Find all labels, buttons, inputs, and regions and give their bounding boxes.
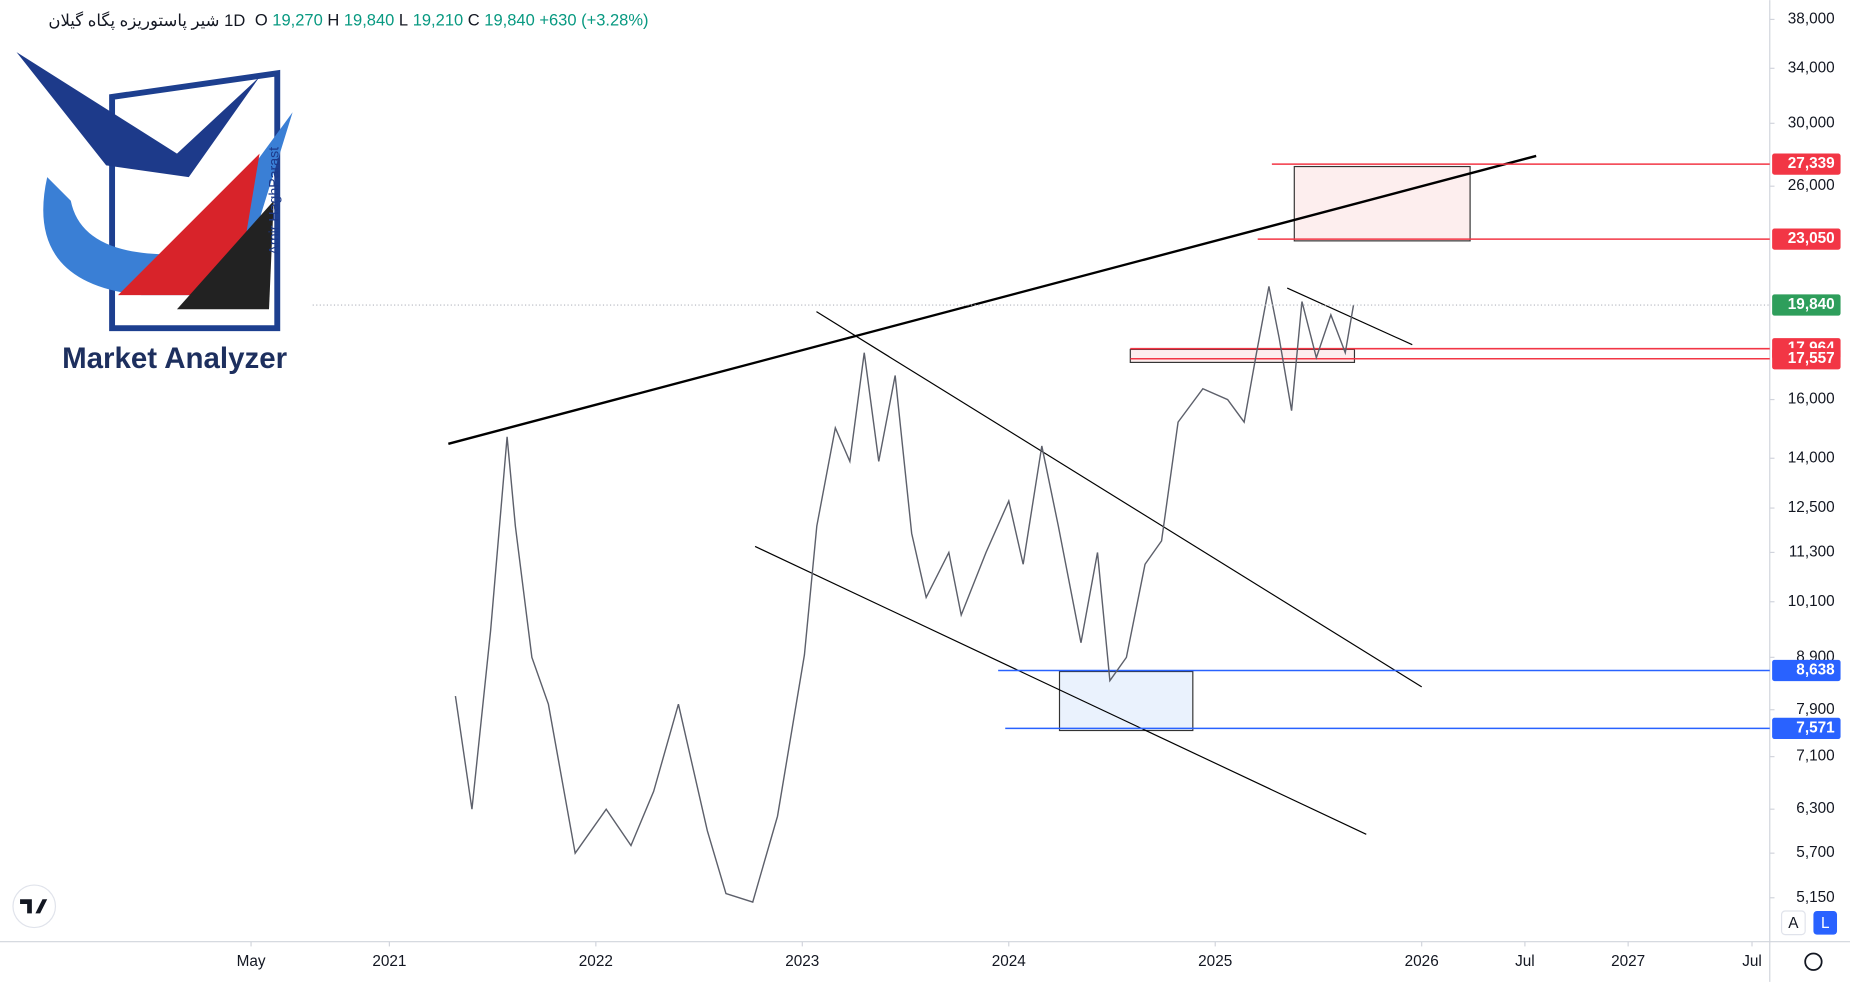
x-tick-label: 2022 — [579, 953, 613, 970]
trend-line — [1286, 287, 1413, 346]
trend-line — [816, 311, 1423, 688]
last-price-box — [1772, 294, 1841, 316]
auto-button-label[interactable]: A — [1788, 915, 1799, 932]
x-tick-label: 2021 — [372, 953, 406, 970]
level-label: 27,339 — [1788, 155, 1835, 172]
logo-author: Amir HaghParast — [266, 147, 282, 255]
y-tick-label: 7,900 — [1796, 701, 1834, 718]
x-tick-label: 2027 — [1611, 953, 1645, 970]
logo-title: Market Analyzer — [62, 342, 288, 375]
y-tick-label: 5,150 — [1796, 889, 1834, 906]
y-tick-label: 30,000 — [1788, 114, 1835, 131]
auto-button[interactable] — [1780, 910, 1806, 936]
logo: Amir HaghParast Market Analyzer — [16, 52, 293, 375]
y-tick-label: 10,100 — [1788, 593, 1835, 610]
price-line — [454, 286, 1355, 903]
y-tick-label: 7,100 — [1796, 748, 1834, 765]
level-label-box — [1772, 717, 1841, 740]
y-tick-label: 16,000 — [1788, 391, 1835, 408]
scale-buttons: A L — [1780, 910, 1838, 971]
ohlc-part: 19,270 — [272, 12, 322, 30]
y-tick-label: 26,000 — [1788, 177, 1835, 194]
drawings — [448, 154, 1770, 835]
level-label: 8,638 — [1796, 662, 1835, 679]
x-tick-label: Jul — [1742, 953, 1762, 970]
tv-logo-mark — [20, 899, 48, 914]
y-tick-label: 5,700 — [1796, 844, 1834, 861]
y-tick-label: 38,000 — [1788, 10, 1835, 27]
ohlc-part: 19,210 — [413, 12, 463, 30]
ohlc-part: +630 (+3.28%) — [539, 12, 648, 30]
ohlc-part: 19,840 — [344, 12, 394, 30]
ohlc-part: L — [399, 12, 408, 30]
pivot-zone — [1129, 348, 1356, 363]
trend-line — [448, 154, 1537, 445]
ohlc-part: O — [255, 12, 268, 30]
level-label-box — [1772, 228, 1841, 250]
ohlc: O 19,270 H 19,840 L 19,210 C 19,840 +630… — [255, 12, 649, 30]
x-tick-label: 2024 — [992, 953, 1027, 970]
y-tick-label: 12,500 — [1788, 499, 1835, 516]
x-tick-label: 2023 — [785, 953, 819, 970]
log-button-label[interactable]: L — [1821, 915, 1830, 932]
level-label: 7,571 — [1796, 719, 1835, 736]
level-label: 23,050 — [1788, 230, 1835, 247]
ohlc-part: 19,840 — [484, 12, 534, 30]
log-button[interactable] — [1813, 911, 1838, 935]
logo-black — [176, 200, 274, 310]
symbol: شیر پاستوریزه پگاه گیلان — [48, 10, 219, 31]
y-tick-label: 14,000 — [1788, 449, 1835, 466]
last-price-label: 19,840 — [1788, 296, 1835, 313]
x-tick-label: Jul — [1515, 953, 1535, 970]
level-label-box — [1772, 659, 1841, 682]
tv-logo-circle — [12, 884, 57, 929]
level-label-box — [1772, 153, 1841, 175]
ohlc-part: C — [468, 12, 480, 30]
y-tick-label: 6,300 — [1796, 800, 1834, 817]
level-label: 17,557 — [1788, 350, 1835, 367]
y-tick-label: 34,000 — [1788, 59, 1835, 76]
tv-logo — [12, 884, 57, 929]
resistance-zone — [1293, 165, 1471, 242]
y-tick-label: 11,300 — [1789, 543, 1835, 560]
interval: 1D — [224, 12, 245, 30]
logo-bird — [16, 52, 260, 178]
trend-line — [754, 545, 1367, 835]
settings-button[interactable] — [1804, 952, 1823, 971]
x-tick-label: 2026 — [1405, 953, 1439, 970]
level-label-box — [1772, 348, 1841, 370]
x-tick-label: May — [237, 953, 266, 970]
header: شیر پاستوریزه پگاه گیلان 1D O 19,270 H 1… — [48, 10, 648, 31]
ohlc-part: H — [327, 12, 339, 30]
x-tick-label: 2025 — [1198, 953, 1232, 970]
